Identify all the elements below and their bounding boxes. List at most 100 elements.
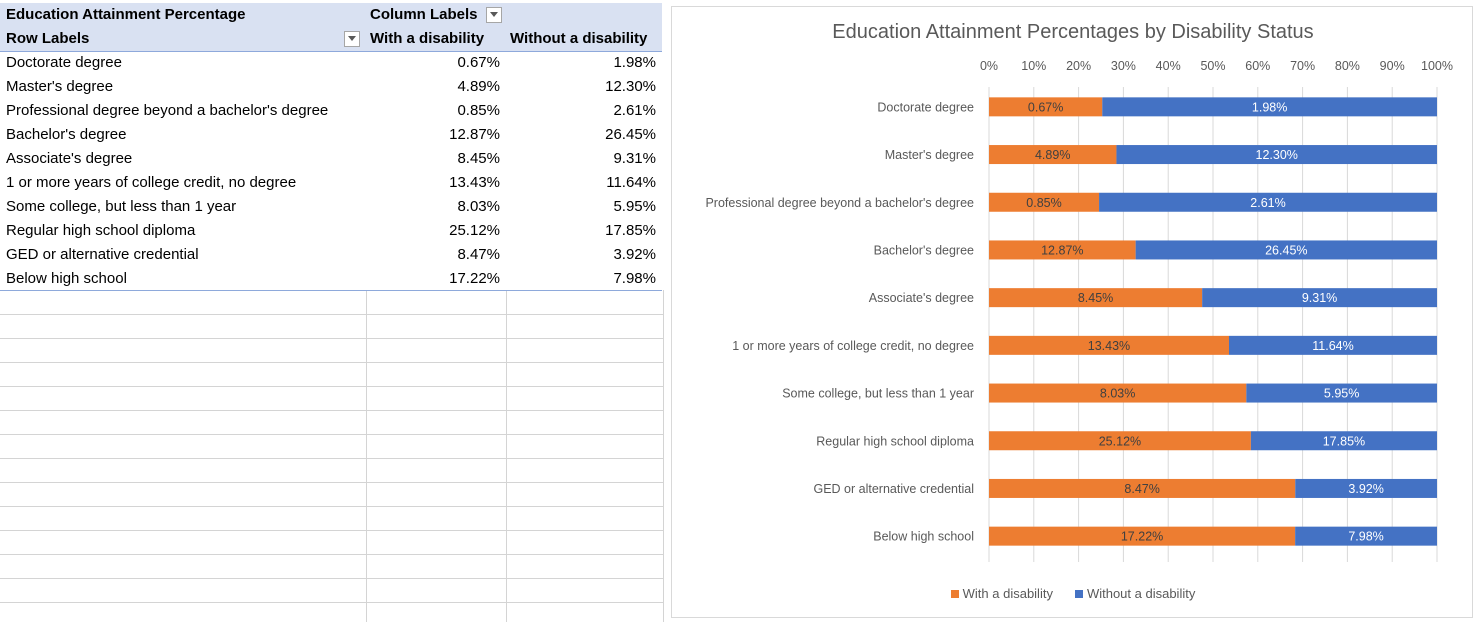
pivot-title: Education Attainment Percentage <box>6 6 246 23</box>
bar-without-disability <box>1135 240 1437 260</box>
legend-label: With a disability <box>962 586 1053 601</box>
bar-without-disability <box>1099 192 1437 212</box>
row-label-cell[interactable]: Doctorate degree <box>6 54 122 71</box>
bar-without-disability <box>1246 383 1437 403</box>
row-labels-header: Row Labels <box>6 30 90 47</box>
bar-with-disability <box>989 383 1247 403</box>
data-label-without-disability: 26.45% <box>1265 243 1307 257</box>
row-label-cell[interactable]: Regular high school diploma <box>6 222 196 239</box>
x-tick-label: 50% <box>1200 59 1225 73</box>
with-disability-cell[interactable]: 8.03% <box>457 198 500 215</box>
col-header-without-disability: Without a disability <box>510 30 648 47</box>
data-label-with-disability: 12.87% <box>1041 243 1083 257</box>
category-label: Master's degree <box>885 148 974 162</box>
row-label-cell[interactable]: Bachelor's degree <box>6 126 127 143</box>
legend-swatch-without-disability <box>1074 589 1083 598</box>
with-disability-cell[interactable]: 25.12% <box>449 222 500 239</box>
row-label-cell[interactable]: Below high school <box>6 270 127 287</box>
without-disability-cell[interactable]: 17.85% <box>605 222 656 239</box>
x-tick-label: 90% <box>1380 59 1405 73</box>
x-tick-label: 100% <box>1421 59 1453 73</box>
with-disability-cell[interactable]: 0.67% <box>457 54 500 71</box>
bar-without-disability <box>1295 478 1437 498</box>
bar-without-disability <box>1295 526 1437 546</box>
row-label-cell[interactable]: Master's degree <box>6 78 114 95</box>
bar-without-disability <box>1228 335 1437 355</box>
column-labels-filter-button[interactable] <box>486 7 502 23</box>
row-label-cell[interactable]: 1 or more years of college credit, no de… <box>6 174 297 191</box>
without-disability-cell[interactable]: 3.92% <box>613 246 656 263</box>
bar-with-disability <box>989 288 1203 308</box>
data-label-with-disability: 0.67% <box>1028 100 1063 114</box>
without-disability-cell[interactable]: 7.98% <box>613 270 656 287</box>
bar-with-disability <box>989 478 1296 498</box>
data-label-without-disability: 12.30% <box>1256 148 1298 162</box>
with-disability-cell[interactable]: 13.43% <box>449 174 500 191</box>
data-label-with-disability: 17.22% <box>1121 530 1163 544</box>
category-label: Bachelor's degree <box>874 243 974 257</box>
category-label: Some college, but less than 1 year <box>782 387 974 401</box>
bar-with-disability <box>989 240 1136 260</box>
x-tick-label: 70% <box>1290 59 1315 73</box>
bar-without-disability <box>1250 431 1437 451</box>
with-disability-cell[interactable]: 4.89% <box>457 78 500 95</box>
data-label-with-disability: 8.45% <box>1078 291 1113 305</box>
stacked-bar-chart[interactable]: Education Attainment Percentages by Disa… <box>671 6 1473 618</box>
column-labels-header: Column Labels <box>370 6 478 23</box>
data-label-without-disability: 7.98% <box>1348 530 1383 544</box>
category-label: Below high school <box>873 530 974 544</box>
bar-with-disability <box>989 431 1251 451</box>
without-disability-cell[interactable]: 1.98% <box>613 54 656 71</box>
with-disability-cell[interactable]: 8.45% <box>457 150 500 167</box>
legend-item-without-disability: Without a disability <box>1074 586 1196 601</box>
with-disability-cell[interactable]: 17.22% <box>449 270 500 287</box>
category-label: 1 or more years of college credit, no de… <box>732 339 974 353</box>
data-label-without-disability: 9.31% <box>1302 291 1337 305</box>
chevron-down-icon <box>490 12 498 17</box>
category-label: GED or alternative credential <box>814 482 975 496</box>
x-tick-label: 40% <box>1156 59 1181 73</box>
category-label: Associate's degree <box>869 291 974 305</box>
legend-swatch-with-disability <box>950 589 959 598</box>
without-disability-cell[interactable]: 9.31% <box>613 150 656 167</box>
data-label-without-disability: 5.95% <box>1324 387 1359 401</box>
data-label-without-disability: 1.98% <box>1252 100 1287 114</box>
without-disability-cell[interactable]: 26.45% <box>605 126 656 143</box>
bar-with-disability <box>989 335 1229 355</box>
data-label-without-disability: 2.61% <box>1250 196 1285 210</box>
with-disability-cell[interactable]: 8.47% <box>457 246 500 263</box>
row-label-cell[interactable]: GED or alternative credential <box>6 246 199 263</box>
category-label: Doctorate degree <box>877 100 974 114</box>
without-disability-cell[interactable]: 12.30% <box>605 78 656 95</box>
data-label-with-disability: 8.03% <box>1100 387 1135 401</box>
data-label-without-disability: 11.64% <box>1312 339 1353 353</box>
bar-without-disability <box>1116 145 1437 165</box>
row-labels-filter-button[interactable] <box>344 31 360 47</box>
chevron-down-icon <box>348 36 356 41</box>
x-tick-label: 20% <box>1066 59 1091 73</box>
x-tick-label: 30% <box>1111 59 1136 73</box>
chart-title: Education Attainment Percentages by Disa… <box>832 21 1314 43</box>
without-disability-cell[interactable]: 11.64% <box>606 174 656 191</box>
without-disability-cell[interactable]: 5.95% <box>613 198 656 215</box>
pivot-header-fill <box>0 3 662 51</box>
category-label: Regular high school diploma <box>816 434 974 448</box>
row-label-cell[interactable]: Professional degree beyond a bachelor's … <box>6 102 329 119</box>
bar-with-disability <box>989 192 1100 212</box>
data-label-with-disability: 25.12% <box>1099 434 1141 448</box>
x-tick-label: 0% <box>980 59 998 73</box>
row-label-cell[interactable]: Associate's degree <box>6 150 133 167</box>
without-disability-cell[interactable]: 2.61% <box>613 102 656 119</box>
row-label-cell[interactable]: Some college, but less than 1 year <box>6 198 237 215</box>
with-disability-cell[interactable]: 0.85% <box>457 102 500 119</box>
col-header-with-disability: With a disability <box>370 30 485 47</box>
data-label-with-disability: 8.47% <box>1124 482 1159 496</box>
with-disability-cell[interactable]: 12.87% <box>449 126 500 143</box>
data-label-with-disability: 13.43% <box>1088 339 1130 353</box>
chart-plot: 0% 10% 20% 30% 40% 50% 60% 70% 80% 90% 100% Doctora… <box>705 59 1453 562</box>
data-label-with-disability: 0.85% <box>1026 196 1061 210</box>
legend-label: Without a disability <box>1086 586 1196 601</box>
bar-with-disability <box>989 145 1117 165</box>
